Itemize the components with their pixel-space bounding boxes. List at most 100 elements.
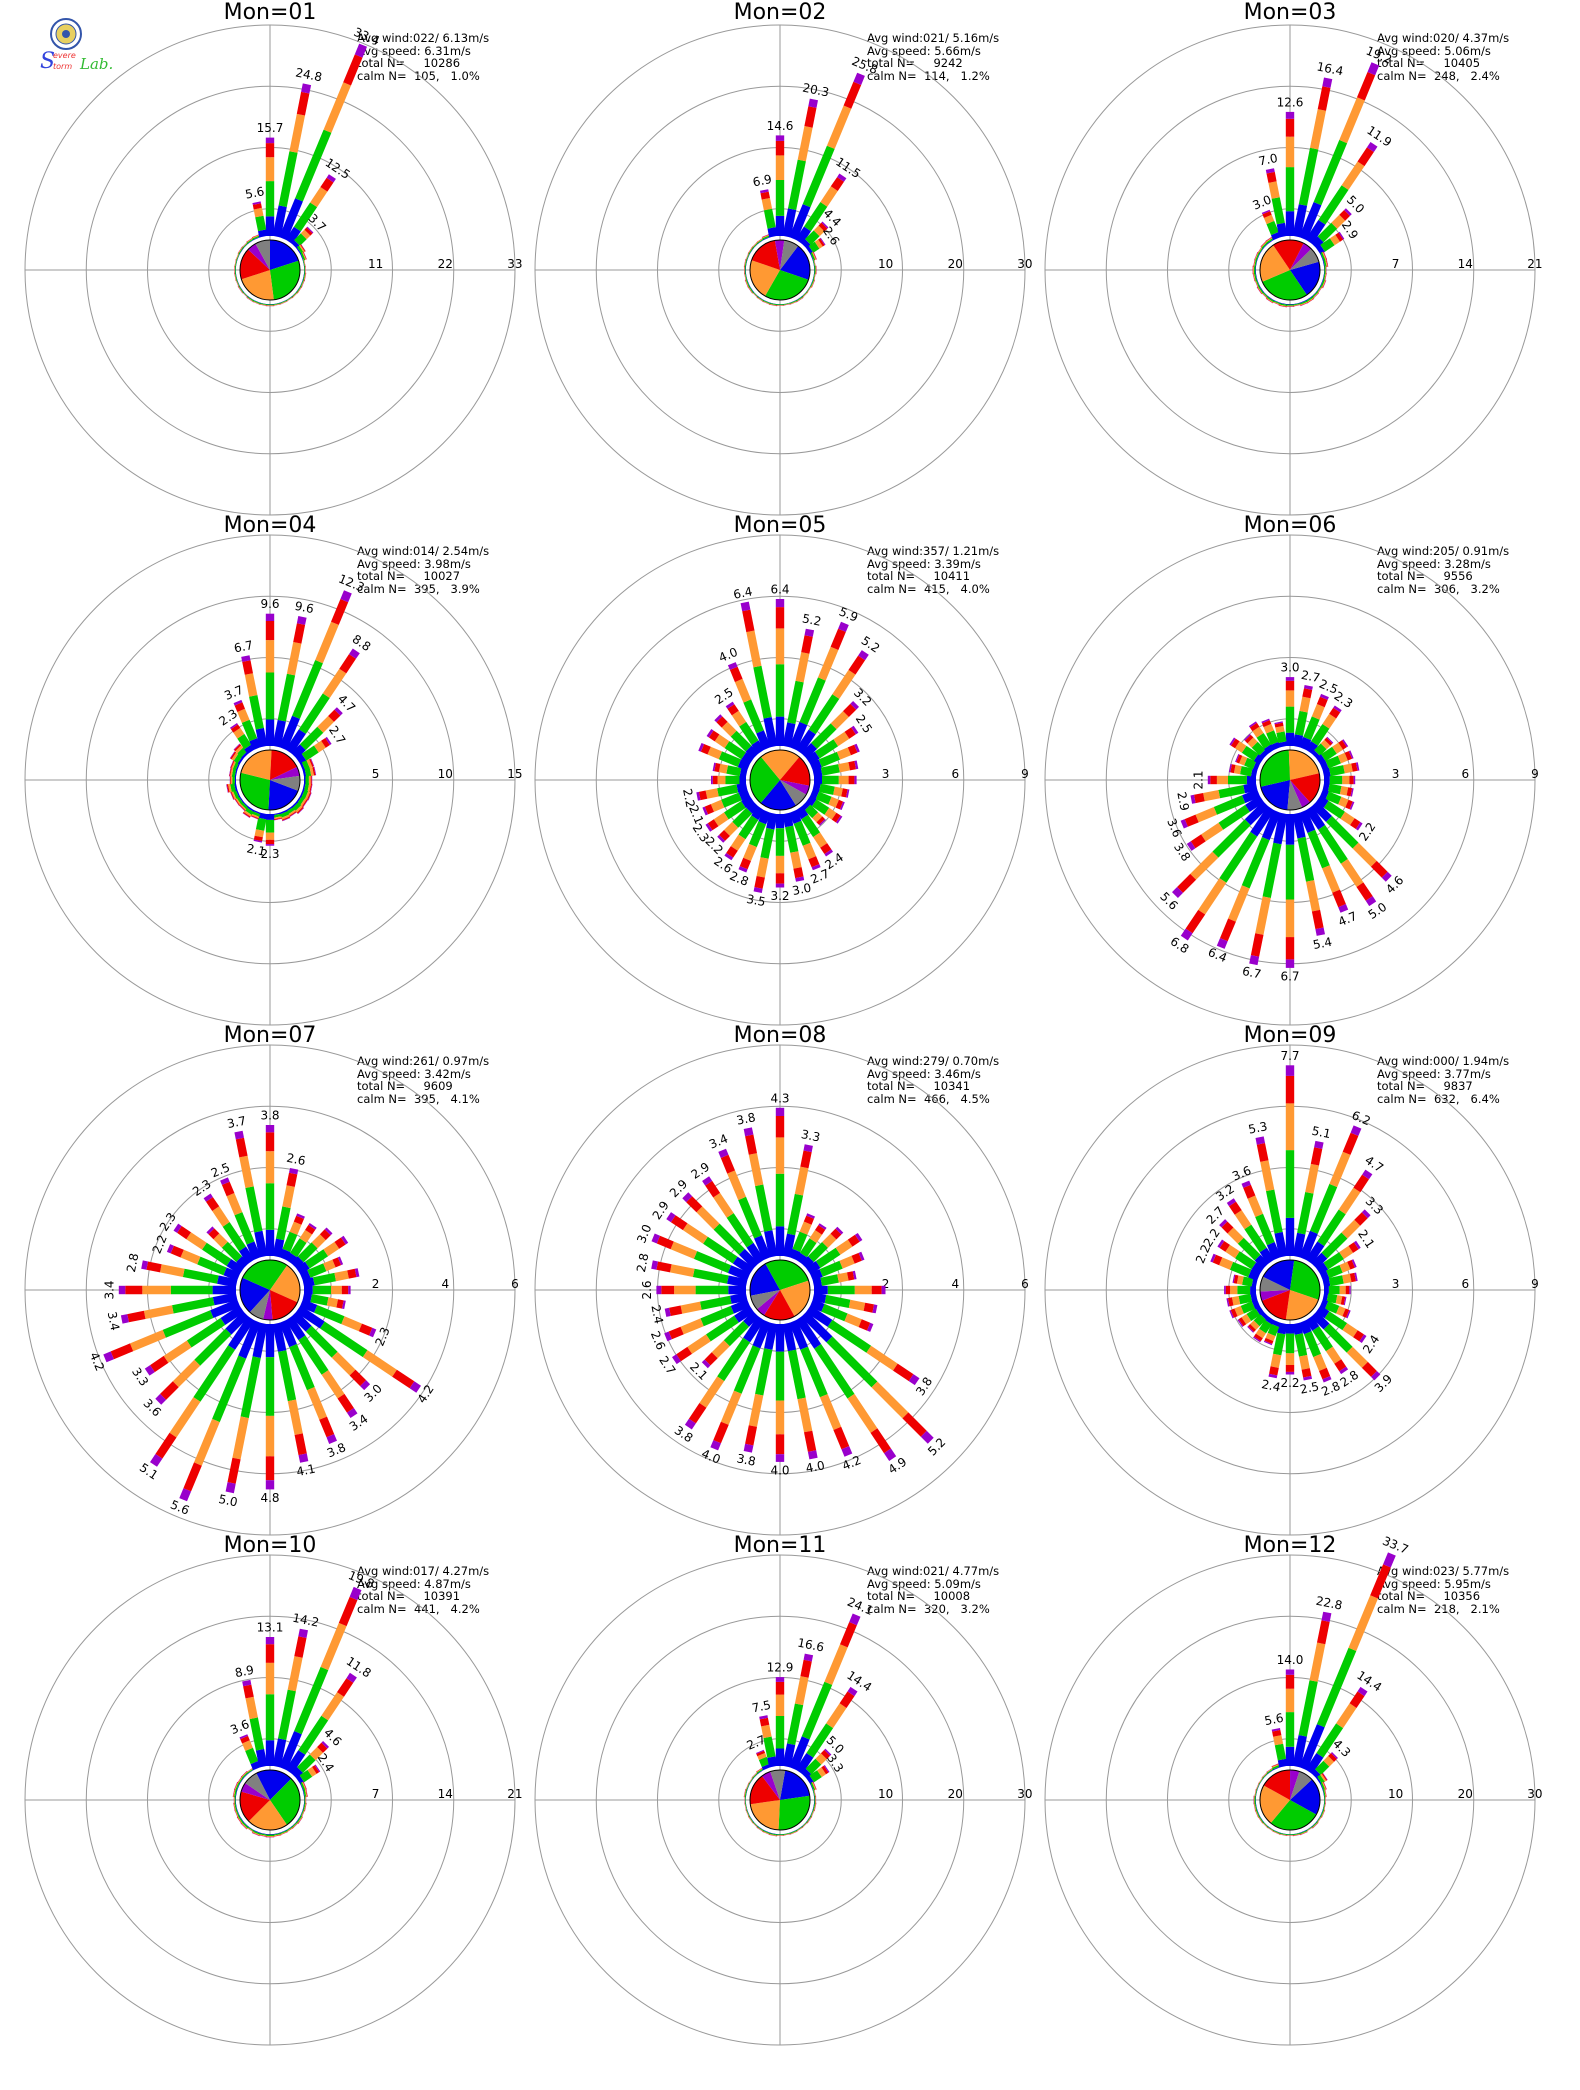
bar-segment [315,621,339,664]
bar-segment [1252,273,1255,282]
direction-bar [291,707,343,759]
bar-segment [301,760,310,770]
bar-segment [775,664,785,717]
bar-segment [727,1170,746,1201]
direction-bar [1272,1829,1281,1835]
direction-bar [299,1299,377,1338]
direction-bar [1207,775,1256,785]
bar-segment [1254,252,1258,260]
bar-segment [747,246,753,254]
bar-segment [827,1319,872,1353]
bar-value-label: 2.7 [809,866,832,886]
bar-segment [1324,775,1330,785]
bar-segment [1328,783,1342,795]
bar-segment [1268,1373,1278,1379]
bar-segment [234,1212,255,1245]
direction-bar [672,1305,755,1365]
direction-bar [1253,1802,1258,1812]
bar-segment [775,1716,785,1749]
direction-bar [1292,1611,1332,1768]
direction-bar [252,201,268,238]
bar-segment [704,1352,718,1366]
bar-segment [841,788,848,798]
bar-segment [1254,1789,1258,1798]
bar-segment [1299,1831,1308,1836]
bar-segment [1220,918,1236,942]
bar-segment [1244,801,1269,826]
bar-segment [228,1315,255,1350]
bar-segment [799,1221,812,1235]
panel-title: Mon=10 [223,1533,317,1558]
bar-segment [801,1821,808,1828]
stats-line: calm N= 105, 1.0% [357,68,480,83]
bar-segment [183,1462,202,1492]
bar-segment [756,237,764,243]
bar-segment [230,723,238,730]
bar-segment [279,1731,302,1771]
bar-segment [775,304,785,306]
bar-segment [1255,252,1260,261]
bar-segment [820,843,832,854]
stats-line: Avg speed: 5.09m/s [867,1576,981,1591]
bar-segment [242,1740,253,1751]
bar-segment [241,655,251,662]
bar-segment [826,1336,878,1388]
bar-segment [775,599,785,608]
bar-segment [893,1363,914,1382]
bar-segment [265,1183,275,1230]
bar-segment [848,760,856,771]
bar-segment [1256,1809,1261,1818]
bar-segment [1250,768,1258,778]
bar-segment [757,239,765,245]
bar-segment [727,662,738,670]
bar-segment [795,1826,803,1832]
bar-segment [339,654,356,674]
bar-segment [253,839,263,843]
panel-stats: Avg wind:205/ 0.91m/s Avg speed: 3.28m/s t… [1377,545,1509,595]
bar-segment [237,246,243,254]
bar-segment [775,873,785,884]
bar-segment [1236,754,1243,764]
center-pie [239,239,301,301]
bar-segment [234,1795,236,1805]
center-pie [1259,1259,1321,1321]
bar-segment [1258,1776,1264,1785]
bar-segment [1314,743,1327,756]
bar-segment [1292,1735,1307,1768]
bar-segment [1226,1298,1230,1307]
bar-segment [717,834,726,843]
bar-segment [743,1127,754,1137]
bar-segment [304,1802,307,1812]
bar-segment [1338,904,1349,913]
bar-segment [1336,1305,1346,1317]
bar-segment [1315,1776,1322,1785]
bar-value-label: 5.6 [1263,1711,1284,1728]
bar-segment [314,740,326,753]
panel-title: Mon=07 [223,1023,317,1048]
bar-segment [1227,1297,1234,1307]
panel-title: Mon=08 [733,1023,827,1048]
bar-segment [1234,1210,1252,1230]
panel-stats: Avg wind:261/ 0.97m/s Avg speed: 3.42m/s t… [357,1055,489,1105]
bar-segment [1180,819,1188,829]
bar-segment [285,1315,306,1341]
bar-segment [782,304,792,306]
direction-bar [1292,1140,1324,1258]
bar-segment [1305,1753,1324,1775]
bar-segment [265,814,275,820]
direction-bar [1285,304,1295,307]
bar-segment [795,652,810,683]
bar-segment [848,1299,866,1311]
bar-segment [802,1822,809,1829]
bar-value-label: 2.8 [124,1252,141,1273]
bar-segment [222,1222,246,1252]
bar-segment [713,1192,734,1218]
bar-segment [808,241,820,253]
pie-slice [780,780,807,806]
bar-segment [812,1277,823,1288]
direction-bar [304,1285,351,1295]
direction-bar [291,1821,299,1829]
bar-segment [1224,1285,1226,1295]
bar-segment [749,1815,755,1823]
direction-bar [795,805,833,857]
